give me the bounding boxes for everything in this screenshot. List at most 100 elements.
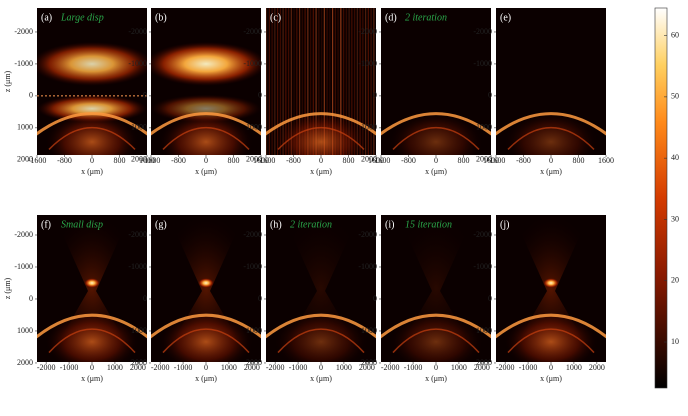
x-tick-label: -800 [171, 156, 186, 165]
lens-arc [162, 127, 250, 150]
y-tick-label: -1000 [358, 262, 377, 271]
y-tick-label: -2000 [243, 230, 262, 239]
lens-glow [389, 111, 483, 155]
x-tick-label: -800 [286, 156, 301, 165]
colorbar-tick-label: 20 [671, 276, 679, 285]
y-tick-label: -2000 [128, 27, 147, 36]
lens-glow [389, 311, 483, 362]
streak [329, 8, 331, 155]
y-tick-label: 1000 [17, 123, 33, 132]
lens-arc [496, 112, 606, 136]
y-tick-label: -1000 [473, 59, 492, 68]
panel-label: (j) [500, 219, 509, 230]
streak [367, 8, 369, 155]
x-tick-label: 2000 [589, 363, 605, 372]
x-axis-label: x (μm) [195, 374, 217, 383]
x-tick-label: 0 [204, 363, 208, 372]
lens-glow [274, 111, 368, 155]
x-axis-label: x (μm) [425, 167, 447, 176]
x-axis-label: x (μm) [540, 374, 562, 383]
lens-arc [392, 127, 480, 150]
y-tick-label: 2000 [17, 155, 33, 164]
y-tick-label: 2000 [476, 358, 492, 367]
x-tick-label: -1000 [519, 363, 538, 372]
panel-label: (h) [270, 219, 282, 230]
streak [345, 8, 347, 155]
y-tick-label: 1000 [361, 326, 377, 335]
colorbar-tick-label: 60 [671, 30, 679, 39]
panel-image [266, 215, 376, 362]
lens-arc [151, 112, 261, 136]
lens-glow [504, 111, 598, 155]
x-tick-label: -2000 [37, 363, 56, 372]
y-tick-label: 1000 [131, 326, 147, 335]
y-tick-label: -2000 [243, 27, 262, 36]
y-tick-label: 2000 [476, 155, 492, 164]
streak [279, 8, 281, 155]
panel-note: 2 iteration [290, 219, 332, 230]
y-tick-label: -1000 [358, 59, 377, 68]
panel-label: (g) [155, 219, 167, 230]
y-tick-label: 0 [29, 91, 33, 100]
y-tick-label: -2000 [14, 27, 33, 36]
y-tick-label: 1000 [476, 326, 492, 335]
x-tick-label: -1000 [404, 363, 423, 372]
x-tick-label: -1600 [28, 156, 47, 165]
lens-arc [496, 313, 606, 339]
panel-note: 2 iteration [405, 12, 447, 23]
x-axis-label: x (μm) [195, 167, 217, 176]
y-tick-label: 0 [373, 294, 377, 303]
panel-image [266, 8, 376, 155]
streak [310, 8, 312, 155]
x-axis-label: x (μm) [425, 374, 447, 383]
y-tick-label: 0 [258, 294, 262, 303]
streak [351, 8, 353, 155]
lens-arc [381, 313, 491, 339]
x-tick-label: -800 [516, 156, 531, 165]
x-tick-label: 0 [434, 363, 438, 372]
panel-label: (c) [270, 12, 281, 23]
streak [332, 8, 334, 155]
lens-arc [48, 127, 136, 150]
x-tick-label: 1000 [451, 363, 467, 372]
x-tick-label: -1000 [289, 363, 308, 372]
x-tick-label: -2000 [151, 363, 170, 372]
lens-arc [151, 313, 261, 339]
y-tick-label: 1000 [131, 123, 147, 132]
lens-glow [159, 111, 253, 155]
streak [312, 8, 314, 155]
y-tick-label: 2000 [361, 358, 377, 367]
y-tick-label: -2000 [358, 230, 377, 239]
streak [299, 8, 301, 155]
streak [285, 8, 287, 155]
y-tick-label: -1000 [243, 262, 262, 271]
x-tick-label: -1600 [487, 156, 506, 165]
x-tick-label: 1600 [483, 156, 499, 165]
streak [274, 8, 276, 155]
lens-arc [277, 328, 365, 354]
streak [301, 8, 303, 155]
streak [293, 8, 295, 155]
y-tick-label: 1000 [361, 123, 377, 132]
lens-arc [37, 313, 147, 339]
streak [343, 8, 345, 155]
y-tick-label: 1000 [246, 326, 262, 335]
x-tick-label: 2000 [130, 363, 146, 372]
streak [373, 8, 375, 155]
x-tick-label: 0 [549, 363, 553, 372]
y-tick-label: 0 [143, 91, 147, 100]
y-tick-label: 0 [29, 294, 33, 303]
y-axis-label: z (μm) [3, 70, 12, 92]
streak [321, 8, 323, 155]
x-axis-label: x (μm) [310, 167, 332, 176]
x-tick-label: 0 [319, 363, 323, 372]
lens-glow [45, 311, 139, 362]
colorbar-tick-label: 40 [671, 153, 679, 162]
y-tick-label: -1000 [473, 262, 492, 271]
lens-arc [507, 127, 595, 150]
panel-image [151, 8, 261, 155]
y-tick-label: 1000 [476, 123, 492, 132]
streak [365, 8, 367, 155]
panel-image [496, 8, 606, 155]
